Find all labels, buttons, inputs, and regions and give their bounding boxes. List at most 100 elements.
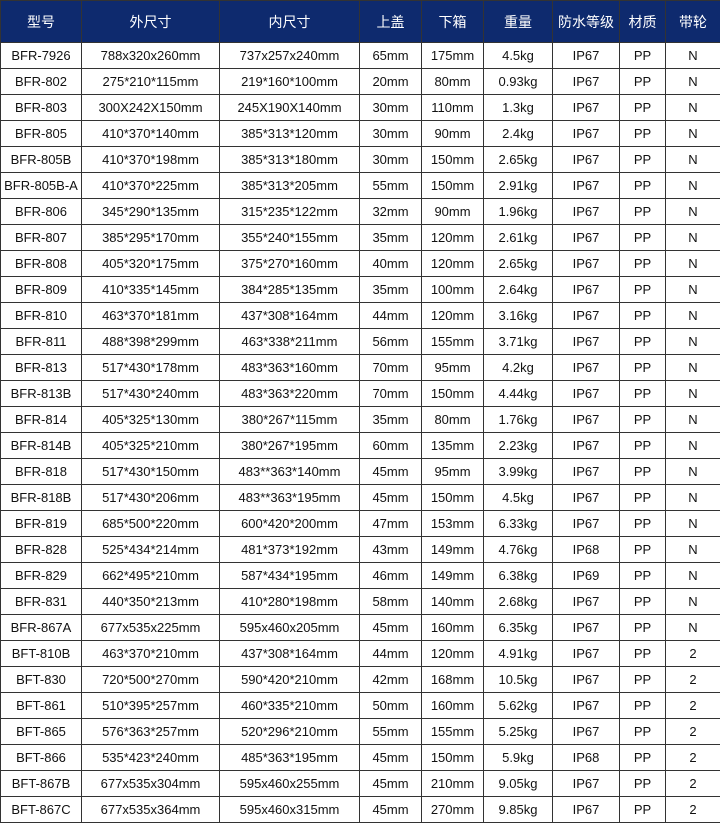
cell-inner-size: 483*363*160mm	[219, 354, 360, 381]
table-row: BFT-867B 677x535x304mm 595x460x255mm 45mm 21…	[0, 770, 720, 797]
cell-weight: 10.5kg	[483, 666, 553, 693]
cell-base-height: 90mm	[421, 120, 484, 147]
cell-weight: 1.3kg	[483, 94, 553, 121]
cell-weight: 6.35kg	[483, 614, 553, 641]
cell-weight: 3.16kg	[483, 302, 553, 329]
cell-outer-size: 275*210*115mm	[81, 68, 220, 95]
column-header-base-height: 下箱	[421, 0, 484, 43]
table-row: BFR-803 300X242X150mm 245X190X140mm 30mm 110…	[0, 94, 720, 121]
cell-wheels: N	[665, 120, 720, 147]
cell-material: PP	[619, 770, 666, 797]
cell-base-height: 140mm	[421, 588, 484, 615]
cell-inner-size: 600*420*200mm	[219, 510, 360, 537]
cell-lid-height: 50mm	[359, 692, 422, 719]
cell-outer-size: 405*325*130mm	[81, 406, 220, 433]
cell-outer-size: 410*335*145mm	[81, 276, 220, 303]
table-row: BFR-809 410*335*145mm 384*285*135mm 35mm 100…	[0, 276, 720, 303]
cell-base-height: 160mm	[421, 692, 484, 719]
cell-waterproof-rating: IP67	[552, 380, 620, 407]
cell-inner-size: 460*335*210mm	[219, 692, 360, 719]
cell-lid-height: 45mm	[359, 770, 422, 797]
cell-inner-size: 483*363*220mm	[219, 380, 360, 407]
cell-inner-size: 380*267*115mm	[219, 406, 360, 433]
table-row: BFR-805B-A 410*370*225mm 385*313*205mm 55mm…	[0, 172, 720, 199]
cell-model: BFR-867A	[0, 614, 82, 641]
table-row: BFT-830 720*500*270mm 590*420*210mm 42mm 168…	[0, 666, 720, 693]
cell-wheels: N	[665, 172, 720, 199]
cell-lid-height: 45mm	[359, 614, 422, 641]
cell-weight: 2.4kg	[483, 120, 553, 147]
cell-base-height: 155mm	[421, 718, 484, 745]
cell-weight: 2.91kg	[483, 172, 553, 199]
cell-weight: 9.05kg	[483, 770, 553, 797]
cell-base-height: 120mm	[421, 250, 484, 277]
cell-model: BFR-803	[0, 94, 82, 121]
column-header-wheels: 带轮	[665, 0, 720, 43]
table-row: BFR-802 275*210*115mm 219*160*100mm 20mm 80m…	[0, 68, 720, 95]
cell-weight: 5.25kg	[483, 718, 553, 745]
cell-lid-height: 58mm	[359, 588, 422, 615]
cell-weight: 5.9kg	[483, 744, 553, 771]
cell-lid-height: 56mm	[359, 328, 422, 355]
cell-outer-size: 440*350*213mm	[81, 588, 220, 615]
cell-lid-height: 42mm	[359, 666, 422, 693]
cell-outer-size: 535*423*240mm	[81, 744, 220, 771]
cell-inner-size: 483**363*140mm	[219, 458, 360, 485]
cell-outer-size: 788x320x260mm	[81, 42, 220, 69]
cell-waterproof-rating: IP68	[552, 536, 620, 563]
table-row: BFR-807 385*295*170mm 355*240*155mm 35mm 120…	[0, 224, 720, 251]
column-header-inner-size: 内尺寸	[219, 0, 360, 43]
cell-material: PP	[619, 458, 666, 485]
table-row: BFR-806 345*290*135mm 315*235*122mm 32mm 90m…	[0, 198, 720, 225]
cell-outer-size: 405*325*210mm	[81, 432, 220, 459]
cell-material: PP	[619, 354, 666, 381]
cell-material: PP	[619, 224, 666, 251]
cell-weight: 4.44kg	[483, 380, 553, 407]
cell-wheels: N	[665, 510, 720, 537]
cell-inner-size: 590*420*210mm	[219, 666, 360, 693]
cell-weight: 4.76kg	[483, 536, 553, 563]
cell-inner-size: 355*240*155mm	[219, 224, 360, 251]
cell-material: PP	[619, 146, 666, 173]
cell-lid-height: 30mm	[359, 120, 422, 147]
cell-waterproof-rating: IP67	[552, 458, 620, 485]
cell-model: BFR-813	[0, 354, 82, 381]
cell-wheels: 2	[665, 640, 720, 667]
cell-model: BFR-810	[0, 302, 82, 329]
table-row: BFR-818B 517*430*206mm 483**363*195mm 45mm 1…	[0, 484, 720, 511]
table-row: BFT-861 510*395*257mm 460*335*210mm 50mm 160…	[0, 692, 720, 719]
cell-outer-size: 677x535x364mm	[81, 796, 220, 823]
cell-model: BFR-819	[0, 510, 82, 537]
cell-waterproof-rating: IP67	[552, 666, 620, 693]
cell-waterproof-rating: IP67	[552, 692, 620, 719]
cell-material: PP	[619, 172, 666, 199]
cell-lid-height: 45mm	[359, 484, 422, 511]
cell-waterproof-rating: IP67	[552, 770, 620, 797]
cell-waterproof-rating: IP67	[552, 484, 620, 511]
cell-outer-size: 345*290*135mm	[81, 198, 220, 225]
table-row: BFT-810B 463*370*210mm 437*308*164mm 44mm 12…	[0, 640, 720, 667]
cell-wheels: N	[665, 588, 720, 615]
cell-waterproof-rating: IP67	[552, 432, 620, 459]
cell-weight: 2.65kg	[483, 250, 553, 277]
cell-base-height: 168mm	[421, 666, 484, 693]
cell-waterproof-rating: IP67	[552, 718, 620, 745]
cell-inner-size: 219*160*100mm	[219, 68, 360, 95]
table-row: BFR-7926 788x320x260mm 737x257x240mm 65mm 17…	[0, 42, 720, 69]
cell-lid-height: 65mm	[359, 42, 422, 69]
cell-model: BFR-811	[0, 328, 82, 355]
cell-outer-size: 517*430*240mm	[81, 380, 220, 407]
cell-model: BFR-7926	[0, 42, 82, 69]
cell-model: BFT-810B	[0, 640, 82, 667]
table-row: BFR-813B 517*430*240mm 483*363*220mm 70mm 15…	[0, 380, 720, 407]
cell-material: PP	[619, 302, 666, 329]
cell-model: BFR-814	[0, 406, 82, 433]
cell-lid-height: 45mm	[359, 744, 422, 771]
cell-inner-size: 595x460x205mm	[219, 614, 360, 641]
cell-material: PP	[619, 328, 666, 355]
cell-weight: 2.23kg	[483, 432, 553, 459]
cell-wheels: N	[665, 198, 720, 225]
cell-outer-size: 463*370*181mm	[81, 302, 220, 329]
cell-material: PP	[619, 562, 666, 589]
cell-waterproof-rating: IP67	[552, 146, 620, 173]
